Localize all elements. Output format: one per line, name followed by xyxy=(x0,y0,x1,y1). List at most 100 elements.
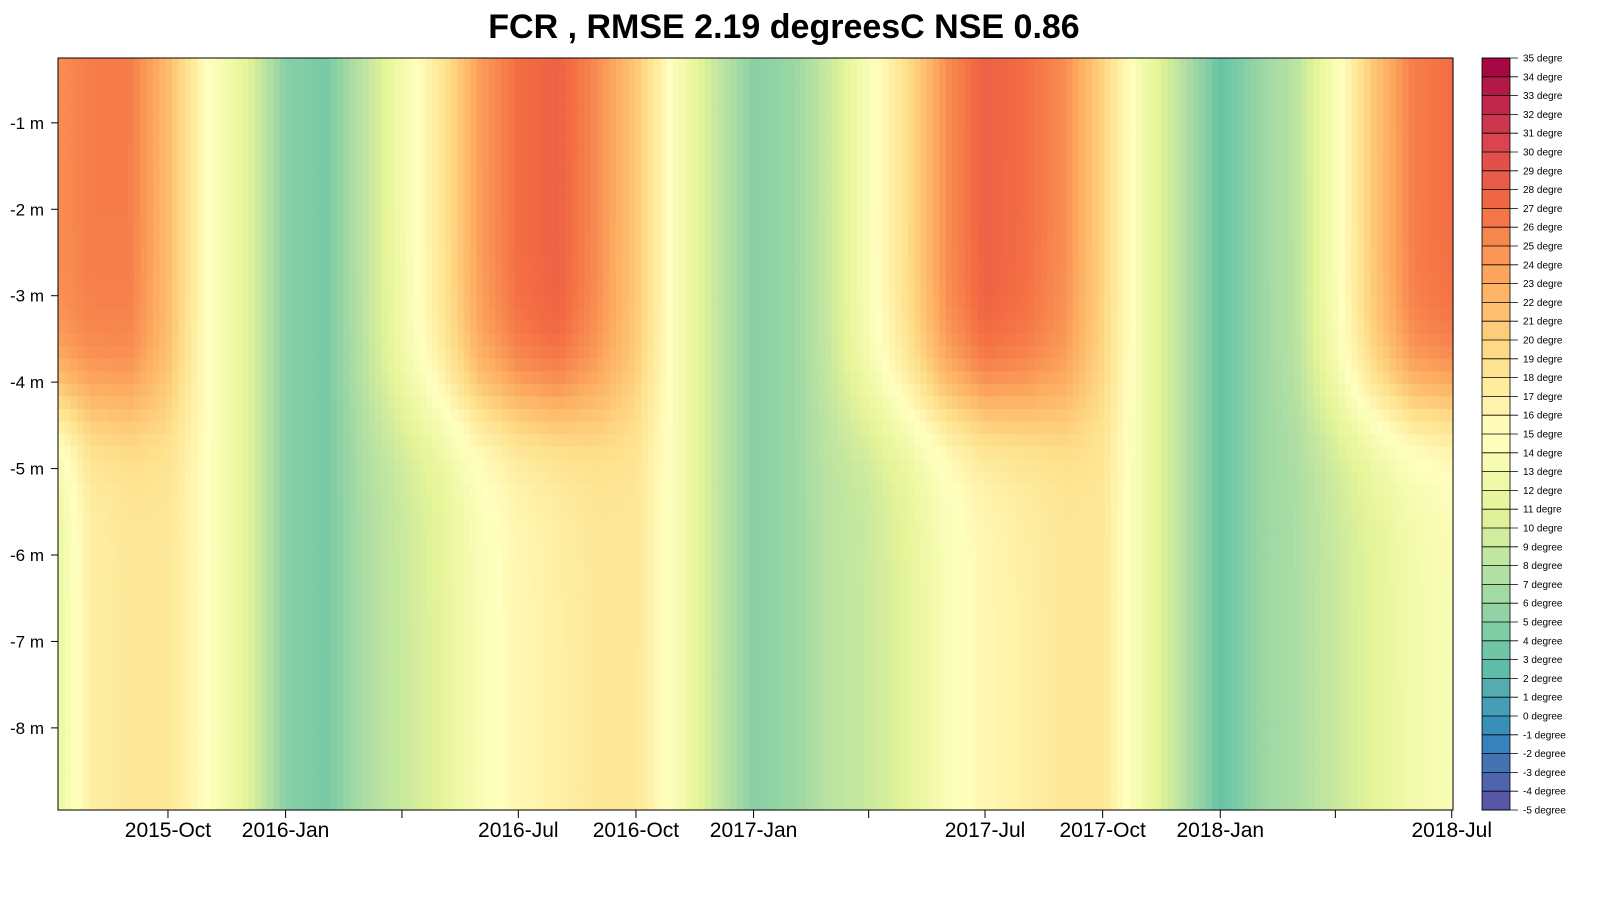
heatmap-cell xyxy=(58,534,65,548)
heatmap-cell xyxy=(115,672,123,686)
heatmap-cell xyxy=(298,246,306,260)
heatmap-cell xyxy=(267,484,275,498)
heatmap-cell xyxy=(413,271,421,285)
heatmap-cell xyxy=(368,233,376,247)
heatmap-cell xyxy=(577,183,585,197)
heatmap-cell xyxy=(489,183,497,197)
heatmap-cell xyxy=(121,759,129,773)
heatmap-cell xyxy=(178,346,186,360)
heatmap-cell xyxy=(159,709,167,723)
heatmap-cell xyxy=(552,571,560,585)
heatmap-cell xyxy=(375,158,382,172)
heatmap-cell xyxy=(305,521,313,535)
heatmap-cell xyxy=(527,534,535,548)
heatmap-cell xyxy=(134,772,142,786)
heatmap-cell xyxy=(546,784,554,799)
heatmap-cell xyxy=(83,784,91,799)
heatmap-cell xyxy=(343,58,351,72)
heatmap-cell xyxy=(520,220,528,235)
heatmap-cell xyxy=(419,308,427,322)
heatmap-cell xyxy=(96,396,103,410)
heatmap-cell xyxy=(444,296,452,310)
heatmap-cell xyxy=(584,70,592,84)
heatmap-cell xyxy=(381,459,389,473)
heatmap-cell xyxy=(413,697,421,711)
heatmap-cell xyxy=(311,383,319,397)
heatmap-cell xyxy=(432,220,440,235)
heatmap-cell xyxy=(102,308,110,322)
heatmap-cell xyxy=(539,672,547,686)
heatmap-cell xyxy=(121,120,129,134)
heatmap-cell xyxy=(96,383,103,397)
heatmap-cell xyxy=(387,70,395,84)
heatmap-cell xyxy=(96,559,103,573)
heatmap-cell xyxy=(482,333,490,347)
heatmap-cell xyxy=(140,471,148,485)
heatmap-cell xyxy=(349,220,357,235)
heatmap-cell xyxy=(191,296,199,310)
heatmap-cell xyxy=(577,559,585,573)
heatmap-cell xyxy=(425,797,433,811)
heatmap-cell xyxy=(413,496,421,510)
heatmap-cell xyxy=(577,496,585,510)
heatmap-cell xyxy=(64,434,72,448)
heatmap-cell xyxy=(565,383,573,397)
heatmap-cell xyxy=(476,546,484,560)
heatmap-cell xyxy=(317,521,325,535)
heatmap-cell xyxy=(216,408,224,423)
heatmap-cell xyxy=(337,120,344,134)
heatmap-cell xyxy=(115,208,123,222)
heatmap-cell xyxy=(501,546,509,560)
heatmap-cell xyxy=(311,697,319,711)
heatmap-cell xyxy=(222,471,230,485)
heatmap-cell xyxy=(305,58,313,72)
heatmap-cell xyxy=(406,108,414,122)
heatmap-cell xyxy=(419,170,427,184)
heatmap-cell xyxy=(425,321,433,335)
heatmap-cell xyxy=(463,697,471,711)
heatmap-cell xyxy=(356,596,363,611)
heatmap-cell xyxy=(165,571,173,585)
heatmap-cell xyxy=(470,283,478,297)
heatmap-cell xyxy=(83,471,91,485)
heatmap-cell xyxy=(533,408,541,423)
heatmap-cell xyxy=(425,408,433,423)
heatmap-cell xyxy=(349,509,357,523)
heatmap-cell xyxy=(362,484,370,498)
heatmap-cell xyxy=(197,195,205,209)
heatmap-cell xyxy=(381,684,389,698)
heatmap-cell xyxy=(216,346,224,360)
heatmap-cell xyxy=(229,346,237,360)
heatmap-cell xyxy=(539,571,547,585)
heatmap-cell xyxy=(343,747,351,761)
heatmap-cell xyxy=(406,283,414,297)
heatmap-cell xyxy=(495,246,503,260)
heatmap-cell xyxy=(159,684,167,698)
heatmap-cell xyxy=(178,734,186,748)
heatmap-cell xyxy=(191,659,199,673)
heatmap-cell xyxy=(489,70,497,84)
heatmap-cell xyxy=(89,446,97,460)
heatmap-cell xyxy=(400,684,408,698)
heatmap-cell xyxy=(501,208,509,222)
heatmap-cell xyxy=(298,283,306,297)
heatmap-cell xyxy=(292,722,300,736)
heatmap-cell xyxy=(235,459,243,473)
heatmap-cell xyxy=(178,170,186,184)
heatmap-cell xyxy=(489,434,497,448)
heatmap-cell xyxy=(184,158,192,172)
heatmap-cell xyxy=(463,797,471,811)
heatmap-cell xyxy=(140,571,148,585)
heatmap-cell xyxy=(127,722,135,736)
heatmap-cell xyxy=(273,70,281,84)
heatmap-cell xyxy=(83,546,91,560)
heatmap-cell xyxy=(349,145,357,159)
heatmap-cell xyxy=(159,358,167,372)
heatmap-cell xyxy=(102,446,110,460)
heatmap-cell xyxy=(470,233,478,247)
heatmap-cell xyxy=(349,108,357,122)
heatmap-cell xyxy=(89,672,97,686)
heatmap-cell xyxy=(577,534,585,548)
heatmap-cell xyxy=(527,208,535,222)
heatmap-cell xyxy=(222,722,230,736)
